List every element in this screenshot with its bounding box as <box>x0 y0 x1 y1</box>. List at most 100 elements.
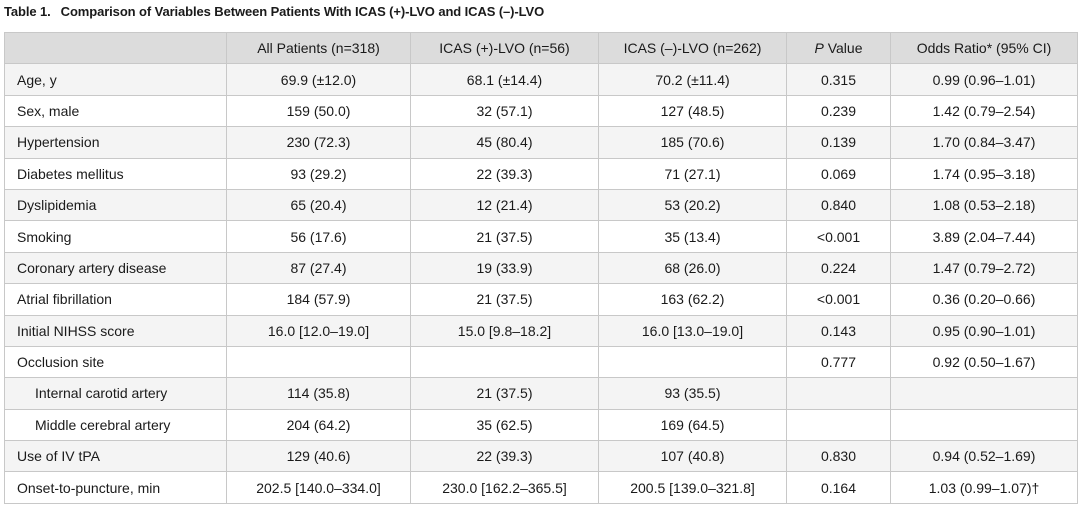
p-value-cell: 0.315 <box>786 63 891 96</box>
row-label-cell: Initial NIHSS score <box>4 314 227 347</box>
row-label-cell: Age, y <box>4 63 227 96</box>
table-row: Atrial fibrillation 184 (57.9) 21 (37.5) 16… <box>4 283 1078 316</box>
odds-ratio-cell: 0.92 (0.50–1.67) <box>890 345 1078 379</box>
row-label-cell: Diabetes mellitus <box>4 157 227 190</box>
icas-positive-cell: 32 (57.1) <box>410 94 599 128</box>
p-value-cell: 0.139 <box>786 126 891 159</box>
icas-negative-cell: 71 (27.1) <box>598 157 787 190</box>
icas-positive-cell: 22 (39.3) <box>410 440 599 473</box>
all-patients-cell: 87 (27.4) <box>226 251 411 285</box>
icas-positive-cell: 15.0 [9.8–18.2] <box>410 314 599 347</box>
all-patients-cell <box>226 345 411 379</box>
row-label-cell: Onset-to-puncture, min <box>4 471 227 504</box>
comparison-table: All Patients (n=318) ICAS (+)-LVO (n=56)… <box>4 31 1078 504</box>
icas-negative-cell: 16.0 [13.0–19.0] <box>598 314 787 347</box>
row-label-cell: Middle cerebral artery <box>4 408 227 442</box>
p-value-cell: 0.069 <box>786 157 891 190</box>
row-label-cell: Coronary artery disease <box>4 251 227 285</box>
all-patients-cell: 230 (72.3) <box>226 126 411 159</box>
table-row: Middle cerebral artery 204 (64.2) 35 (62.5… <box>4 408 1078 442</box>
icas-negative-cell: 107 (40.8) <box>598 440 787 473</box>
icas-negative-cell: 93 (35.5) <box>598 377 787 410</box>
p-value-cell: <0.001 <box>786 220 891 253</box>
icas-positive-cell: 68.1 (±14.4) <box>410 63 599 96</box>
all-patients-cell: 159 (50.0) <box>226 94 411 128</box>
table-row: Occlusion site 0.777 0.92 (0.50–1.67) <box>4 345 1078 379</box>
header-p-value: P Value <box>786 31 891 65</box>
all-patients-cell: 129 (40.6) <box>226 440 411 473</box>
p-value-cell <box>786 377 891 410</box>
header-variable <box>4 31 227 65</box>
icas-negative-cell <box>598 345 787 379</box>
table-title: Comparison of Variables Between Patients… <box>60 4 545 19</box>
header-odds-ratio: Odds Ratio* (95% CI) <box>890 31 1078 65</box>
row-label-cell: Hypertension <box>4 126 227 159</box>
row-label-cell: Smoking <box>4 220 227 253</box>
all-patients-cell: 202.5 [140.0–334.0] <box>226 471 411 504</box>
all-patients-cell: 56 (17.6) <box>226 220 411 253</box>
all-patients-cell: 69.9 (±12.0) <box>226 63 411 96</box>
icas-negative-cell: 35 (13.4) <box>598 220 787 253</box>
all-patients-cell: 204 (64.2) <box>226 408 411 442</box>
table-row: Onset-to-puncture, min 202.5 [140.0–334.0… <box>4 471 1078 504</box>
table-row: Sex, male 159 (50.0) 32 (57.1) 127 (48.5) 0.… <box>4 94 1078 128</box>
icas-positive-cell: 21 (37.5) <box>410 283 599 316</box>
row-label-cell: Internal carotid artery <box>4 377 227 410</box>
p-value-cell: 0.239 <box>786 94 891 128</box>
all-patients-cell: 16.0 [12.0–19.0] <box>226 314 411 347</box>
table-row: Coronary artery disease 87 (27.4) 19 (33.9… <box>4 251 1078 285</box>
icas-positive-cell: 22 (39.3) <box>410 157 599 190</box>
odds-ratio-cell: 1.74 (0.95–3.18) <box>890 157 1078 190</box>
icas-negative-cell: 163 (62.2) <box>598 283 787 316</box>
odds-ratio-cell: 3.89 (2.04–7.44) <box>890 220 1078 253</box>
odds-ratio-cell: 1.03 (0.99–1.07)† <box>890 471 1078 504</box>
table-row: Diabetes mellitus 93 (29.2) 22 (39.3) 71 (2… <box>4 157 1078 190</box>
all-patients-cell: 65 (20.4) <box>226 188 411 222</box>
row-label-cell: Atrial fibrillation <box>4 283 227 316</box>
icas-positive-cell: 21 (37.5) <box>410 220 599 253</box>
odds-ratio-cell: 1.70 (0.84–3.47) <box>890 126 1078 159</box>
all-patients-cell: 184 (57.9) <box>226 283 411 316</box>
icas-negative-cell: 185 (70.6) <box>598 126 787 159</box>
table-row: Smoking 56 (17.6) 21 (37.5) 35 (13.4) <0.001… <box>4 220 1078 253</box>
icas-negative-cell: 200.5 [139.0–321.8] <box>598 471 787 504</box>
header-icas-positive: ICAS (+)-LVO (n=56) <box>410 31 599 65</box>
table-row: Age, y 69.9 (±12.0) 68.1 (±14.4) 70.2 (±11.… <box>4 63 1078 96</box>
icas-positive-cell <box>410 345 599 379</box>
icas-negative-cell: 127 (48.5) <box>598 94 787 128</box>
odds-ratio-cell <box>890 377 1078 410</box>
icas-negative-cell: 169 (64.5) <box>598 408 787 442</box>
p-value-cell: 0.777 <box>786 345 891 379</box>
header-p-rest: Value <box>827 40 863 57</box>
icas-negative-cell: 53 (20.2) <box>598 188 787 222</box>
icas-positive-cell: 230.0 [162.2–365.5] <box>410 471 599 504</box>
p-value-cell: 0.840 <box>786 188 891 222</box>
row-label-cell: Occlusion site <box>4 345 227 379</box>
table-row: Internal carotid artery 114 (35.8) 21 (37.… <box>4 377 1078 410</box>
table-row: Initial NIHSS score 16.0 [12.0–19.0] 15.0 … <box>4 314 1078 347</box>
row-label-cell: Dyslipidemia <box>4 188 227 222</box>
icas-positive-cell: 35 (62.5) <box>410 408 599 442</box>
p-value-cell <box>786 408 891 442</box>
row-label-cell: Sex, male <box>4 94 227 128</box>
odds-ratio-cell: 0.94 (0.52–1.69) <box>890 440 1078 473</box>
icas-positive-cell: 21 (37.5) <box>410 377 599 410</box>
icas-positive-cell: 12 (21.4) <box>410 188 599 222</box>
p-value-cell: 0.143 <box>786 314 891 347</box>
icas-positive-cell: 19 (33.9) <box>410 251 599 285</box>
row-label-cell: Use of IV tPA <box>4 440 227 473</box>
table-number: Table 1. <box>4 4 51 19</box>
header-icas-negative: ICAS (–)-LVO (n=262) <box>598 31 787 65</box>
table-caption: Table 1. Comparison of Variables Between … <box>4 2 544 22</box>
header-row: All Patients (n=318) ICAS (+)-LVO (n=56)… <box>4 31 1078 65</box>
odds-ratio-cell: 1.47 (0.79–2.72) <box>890 251 1078 285</box>
odds-ratio-cell: 0.36 (0.20–0.66) <box>890 283 1078 316</box>
icas-positive-cell: 45 (80.4) <box>410 126 599 159</box>
icas-negative-cell: 68 (26.0) <box>598 251 787 285</box>
p-value-cell: 0.164 <box>786 471 891 504</box>
odds-ratio-cell: 0.99 (0.96–1.01) <box>890 63 1078 96</box>
table-row: Dyslipidemia 65 (20.4) 12 (21.4) 53 (20.2) 0… <box>4 188 1078 222</box>
p-value-cell: 0.224 <box>786 251 891 285</box>
p-value-cell: 0.830 <box>786 440 891 473</box>
odds-ratio-cell: 0.95 (0.90–1.01) <box>890 314 1078 347</box>
